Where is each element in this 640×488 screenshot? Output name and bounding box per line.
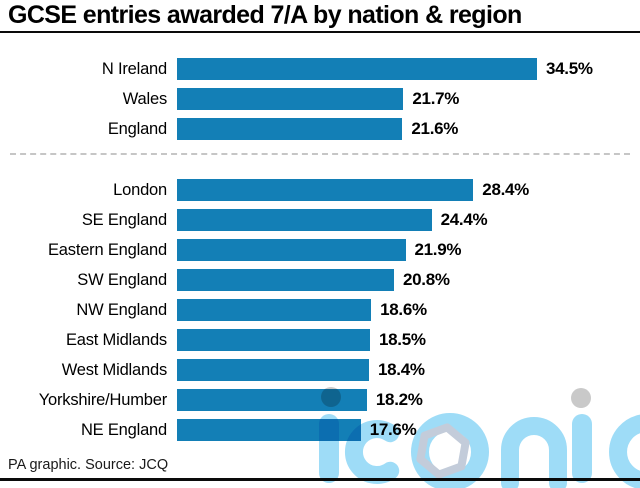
category-label: Yorkshire/Humber <box>38 390 167 409</box>
value-label: 21.7% <box>412 89 460 108</box>
bar-row: Yorkshire/Humber 18.2% <box>0 385 640 415</box>
nations-bar-group: N Ireland 34.5% Wales 21.7% England 21.6… <box>0 54 640 144</box>
bar-row: SE England 24.4% <box>0 205 640 235</box>
value-label: 18.6% <box>380 300 427 319</box>
group-divider <box>10 153 630 155</box>
category-label: West Midlands <box>61 360 168 379</box>
category-label: England <box>107 119 167 138</box>
value-label: 20.8% <box>403 270 450 289</box>
bar-row: SW England 20.8% <box>0 265 640 295</box>
bar <box>177 118 403 140</box>
title-rule <box>0 31 640 33</box>
value-label: 18.5% <box>379 330 426 349</box>
category-label: N Ireland <box>101 59 167 78</box>
bar-row: NE England 17.6% <box>0 415 640 445</box>
bar <box>177 329 370 351</box>
value-label: 21.9% <box>414 240 462 259</box>
value-label: 24.4% <box>440 210 488 229</box>
bar-row: West Midlands 18.4% <box>0 355 640 385</box>
category-label: East Midlands <box>65 330 167 349</box>
category-label: London <box>113 180 167 199</box>
bar <box>177 299 372 321</box>
bar-row: England 21.6% <box>0 114 640 144</box>
bar <box>177 88 404 110</box>
source-note: PA graphic. Source: JCQ <box>8 457 169 473</box>
category-label: NE England <box>80 420 167 439</box>
bar-row: NW England 18.6% <box>0 295 640 325</box>
bar-row: London 28.4% <box>0 175 640 205</box>
value-label: 21.6% <box>411 119 459 138</box>
bar-row: East Midlands 18.5% <box>0 325 640 355</box>
category-label: Eastern England <box>47 240 167 259</box>
bar <box>177 179 474 201</box>
bar <box>177 419 361 441</box>
bar <box>177 389 367 411</box>
bar-row: Wales 21.7% <box>0 84 640 114</box>
value-label: 17.6% <box>369 420 417 439</box>
bar <box>177 359 369 381</box>
category-label: SE England <box>81 210 167 229</box>
category-label: Wales <box>122 89 167 108</box>
bottom-rule <box>0 478 640 481</box>
regions-bar-group: London 28.4% SE England 24.4% Eastern En… <box>0 175 640 445</box>
bar <box>177 239 406 261</box>
value-label: 28.4% <box>482 180 529 199</box>
value-label: 18.4% <box>378 360 425 379</box>
value-label: 34.5% <box>546 59 593 78</box>
bar <box>177 209 432 231</box>
bar <box>177 269 394 291</box>
bar-row: N Ireland 34.5% <box>0 54 640 84</box>
bar <box>177 58 537 80</box>
value-label: 18.2% <box>375 390 423 409</box>
page-title: GCSE entries awarded 7/A by nation & reg… <box>8 1 522 29</box>
bar-row: Eastern England 21.9% <box>0 235 640 265</box>
category-label: SW England <box>77 270 167 289</box>
category-label: NW England <box>76 300 167 319</box>
